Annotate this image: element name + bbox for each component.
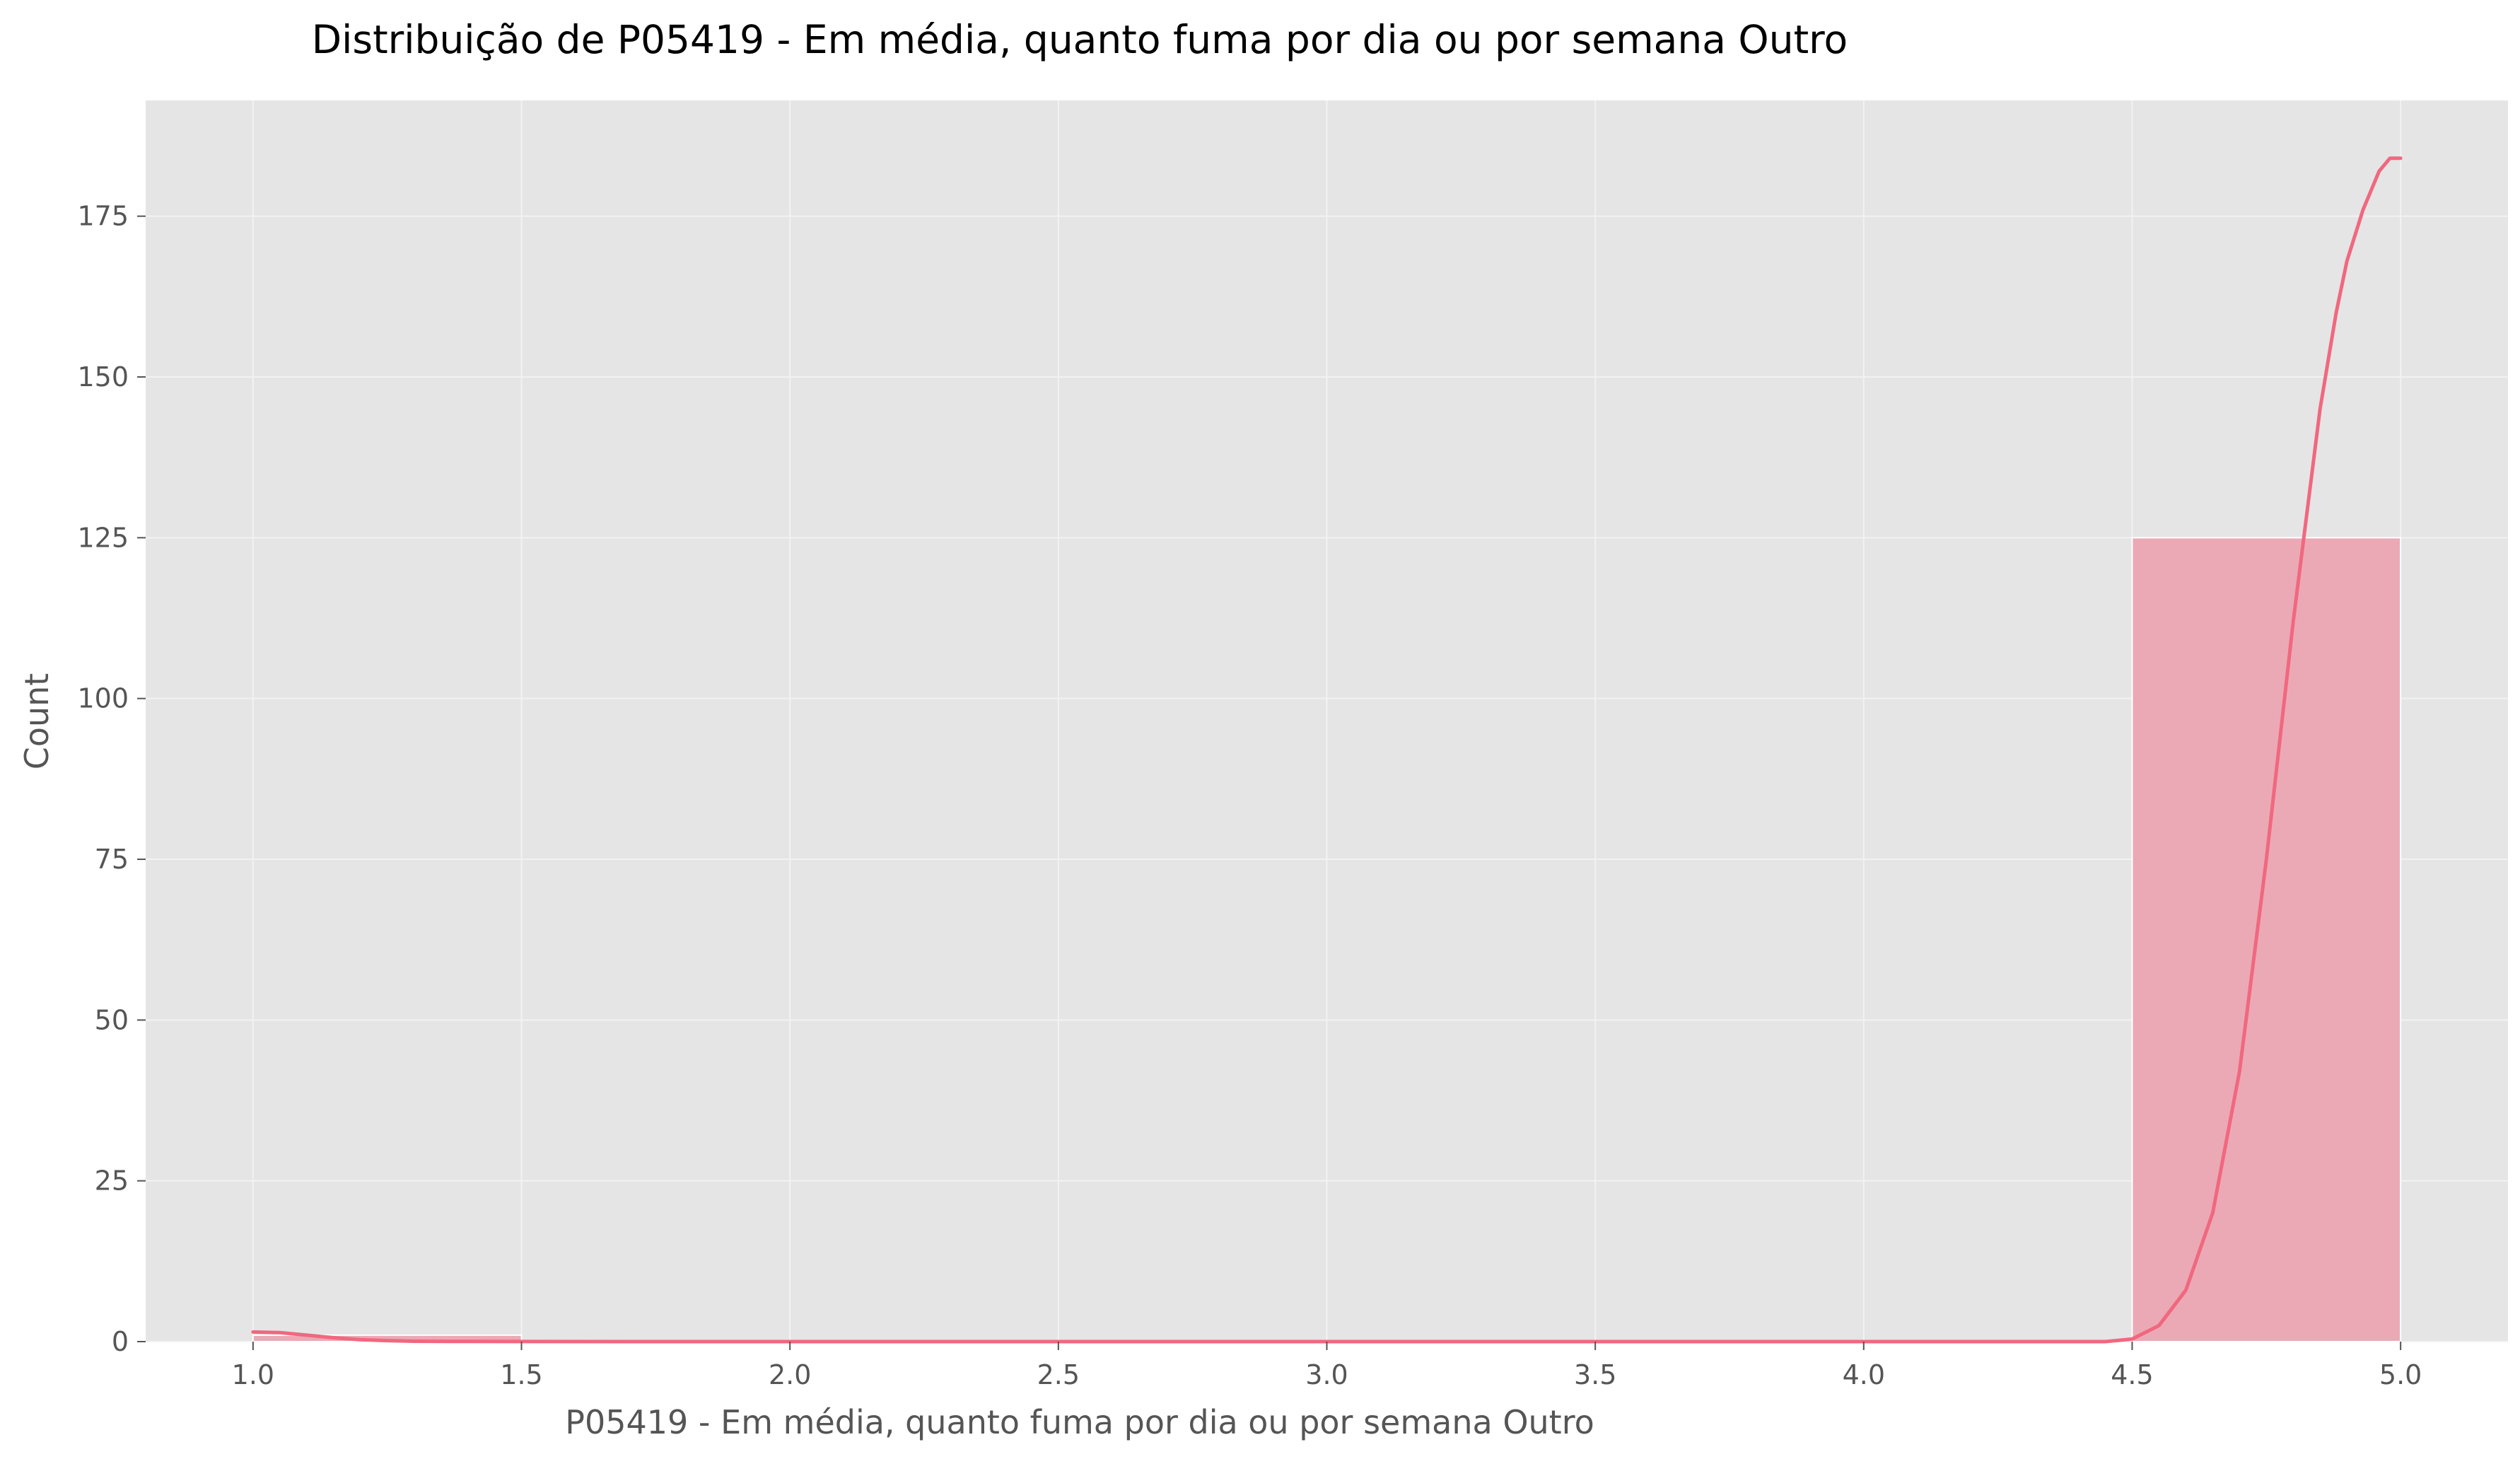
y-tick-label: 25 bbox=[95, 1166, 129, 1197]
y-tick-label: 150 bbox=[77, 361, 129, 393]
kde-curve bbox=[251, 156, 2403, 1344]
x-tick-label: 2.5 bbox=[1037, 1359, 1080, 1390]
x-tick-label: 5.0 bbox=[2379, 1359, 2422, 1390]
y-axis: 0 25 50 75 100 125 150 175 bbox=[77, 201, 146, 1357]
y-tick-label: 125 bbox=[77, 522, 129, 553]
x-tick-label: 2.0 bbox=[769, 1359, 811, 1390]
y-tick-label: 50 bbox=[95, 1004, 129, 1035]
chart-title: Distribuição de P05419 - Em média, quant… bbox=[312, 17, 1848, 62]
x-tick-label: 1.5 bbox=[500, 1359, 542, 1390]
y-tick-label: 75 bbox=[95, 844, 129, 875]
y-tick-label: 100 bbox=[77, 683, 129, 714]
x-tick-label: 3.0 bbox=[1305, 1359, 1348, 1390]
histogram-bars bbox=[252, 537, 2402, 1343]
y-axis-label: Count bbox=[18, 673, 56, 770]
y-tick-label: 0 bbox=[112, 1326, 129, 1357]
kde-curve-layer bbox=[251, 156, 2403, 1344]
x-tick-label: 3.5 bbox=[1574, 1359, 1616, 1390]
x-tick-label: 4.0 bbox=[1843, 1359, 1885, 1390]
x-tick-label: 1.0 bbox=[232, 1359, 274, 1390]
x-axis: 1.0 1.5 2.0 2.5 3.0 3.5 4.0 4.5 5.0 bbox=[232, 1342, 2422, 1390]
x-tick-label: 4.5 bbox=[2111, 1359, 2153, 1390]
y-tick-label: 175 bbox=[77, 201, 129, 232]
histogram-bar bbox=[2131, 537, 2402, 1343]
x-axis-label: P05419 - Em média, quanto fuma por dia o… bbox=[565, 1403, 1594, 1441]
